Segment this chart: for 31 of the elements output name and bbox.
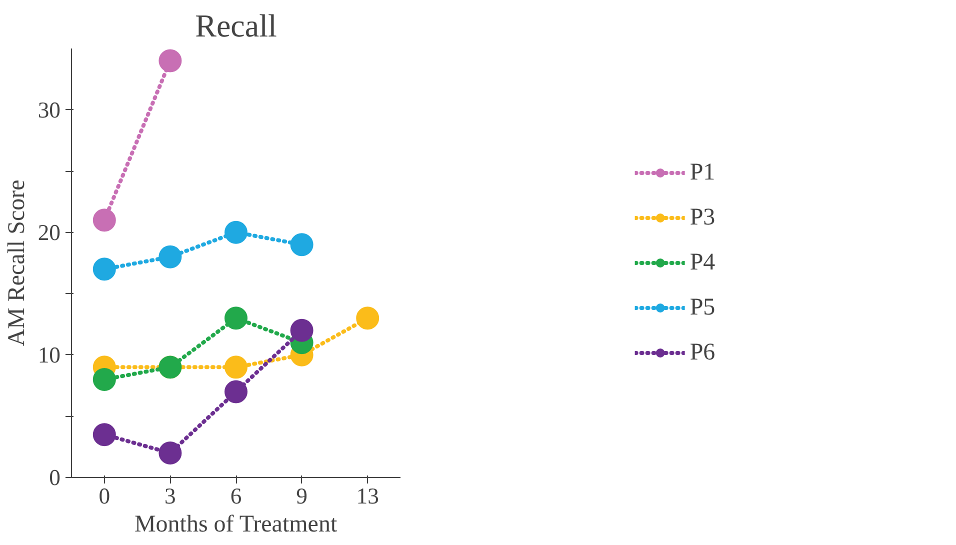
point — [290, 318, 314, 342]
legend-label: P6 — [690, 339, 716, 366]
y-axis-title: AM Recall Score — [4, 180, 30, 346]
point — [290, 233, 314, 256]
x-axis-title: Months of Treatment — [134, 512, 338, 538]
y-tick-label: 0 — [49, 465, 60, 490]
x-tick-label: 13 — [356, 484, 379, 508]
point — [224, 356, 248, 379]
y-tick-label: 30 — [38, 97, 60, 122]
point — [158, 442, 182, 464]
x-tick-label: 3 — [164, 484, 176, 508]
y-tick-label: 20 — [38, 220, 60, 245]
point — [356, 306, 380, 330]
point — [224, 220, 248, 244]
x-tick-label: 6 — [230, 484, 242, 508]
x-tick-label: 0 — [98, 484, 110, 508]
point — [158, 49, 182, 72]
legend-label: P1 — [690, 159, 716, 186]
point — [92, 208, 116, 232]
point — [92, 258, 116, 281]
point — [92, 423, 116, 446]
point — [224, 306, 248, 330]
point — [224, 380, 248, 404]
point — [158, 245, 182, 268]
point — [92, 368, 116, 391]
y-tick-label: 10 — [38, 342, 60, 368]
legend-label: P4 — [690, 249, 716, 276]
legend-label: P5 — [690, 294, 716, 321]
x-tick-label: 9 — [296, 484, 308, 508]
chart-title: Recall — [195, 8, 277, 44]
legend-label: P3 — [690, 204, 716, 231]
